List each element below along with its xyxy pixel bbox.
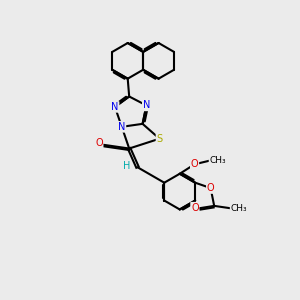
- Text: O: O: [207, 183, 214, 193]
- Text: CH₃: CH₃: [230, 204, 247, 213]
- Text: H: H: [122, 161, 130, 171]
- Text: N: N: [111, 102, 118, 112]
- Text: N: N: [143, 100, 150, 110]
- Text: O: O: [95, 138, 103, 148]
- Text: O: O: [191, 159, 198, 169]
- Text: S: S: [156, 134, 163, 144]
- Text: O: O: [191, 203, 199, 213]
- Text: CH₃: CH₃: [209, 156, 226, 165]
- Text: N: N: [118, 122, 125, 132]
